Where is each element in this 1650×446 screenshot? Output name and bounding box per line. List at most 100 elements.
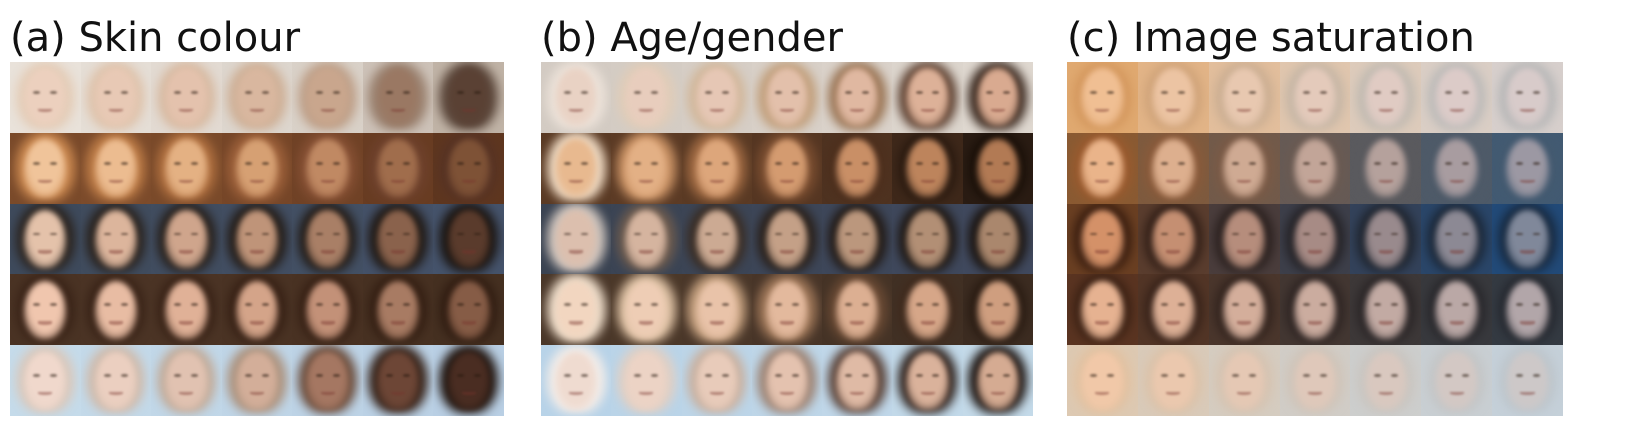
face-mouth bbox=[709, 108, 724, 113]
face-eye bbox=[862, 91, 870, 94]
face-mouth bbox=[850, 321, 865, 325]
face-thumbnail bbox=[1208, 274, 1280, 346]
face-thumbnail bbox=[1350, 132, 1422, 204]
face-eye bbox=[651, 232, 659, 236]
face-eye bbox=[315, 303, 323, 307]
face-mouth bbox=[179, 250, 194, 254]
face-mouth bbox=[249, 108, 265, 113]
face-thumbnail bbox=[292, 345, 363, 416]
face-thumbnail bbox=[10, 132, 81, 204]
face-skin bbox=[976, 68, 1019, 127]
face-eye bbox=[1002, 303, 1010, 307]
face-skin bbox=[94, 351, 138, 410]
face-mouth bbox=[461, 250, 476, 254]
face-thumbnail bbox=[611, 62, 682, 133]
face-mouth bbox=[990, 250, 1005, 254]
face-eye bbox=[103, 303, 111, 307]
face-thumbnail bbox=[611, 203, 682, 275]
face-mouth bbox=[1237, 250, 1252, 254]
face-mouth bbox=[850, 250, 865, 254]
face-thumbnail bbox=[1279, 345, 1351, 416]
face-skin bbox=[306, 68, 349, 127]
face-mouth bbox=[108, 391, 123, 396]
face-eye bbox=[456, 232, 464, 236]
face-thumbnail bbox=[681, 203, 752, 275]
face-skin bbox=[976, 280, 1019, 339]
face-grid bbox=[1067, 62, 1563, 416]
face-mouth bbox=[779, 179, 794, 184]
face-skin bbox=[94, 139, 138, 198]
face-thumbnail bbox=[433, 274, 504, 346]
face-mouth bbox=[850, 179, 865, 184]
face-eye bbox=[1373, 91, 1381, 94]
face-eye bbox=[985, 303, 993, 307]
face-mouth bbox=[1378, 179, 1393, 184]
face-thumbnail bbox=[80, 132, 152, 204]
face-thumbnail bbox=[1208, 132, 1280, 204]
face-mouth bbox=[1449, 391, 1464, 396]
face-eye bbox=[1002, 91, 1010, 94]
face-mouth bbox=[108, 250, 123, 254]
face-eye bbox=[1461, 303, 1469, 307]
face-mouth bbox=[779, 321, 794, 325]
face-eye bbox=[103, 91, 111, 94]
face-thumbnail bbox=[892, 274, 963, 346]
face-skin bbox=[1081, 351, 1124, 410]
face-thumbnail bbox=[541, 132, 612, 204]
face-thumbnail bbox=[80, 274, 152, 346]
face-thumbnail bbox=[80, 62, 152, 133]
face-grid bbox=[541, 62, 1033, 416]
face-mouth bbox=[1166, 250, 1181, 254]
face-eye bbox=[174, 232, 182, 236]
face-eye bbox=[1249, 374, 1257, 378]
face-mouth bbox=[461, 391, 476, 396]
face-mouth bbox=[249, 321, 265, 325]
face-eye bbox=[261, 161, 269, 165]
face-mouth bbox=[1166, 391, 1181, 396]
face-thumbnail bbox=[1492, 203, 1563, 275]
face-eye bbox=[1178, 232, 1186, 236]
face-skin bbox=[836, 209, 879, 268]
face-mouth bbox=[1095, 321, 1110, 325]
face-skin bbox=[1081, 280, 1124, 339]
face-eye bbox=[1302, 161, 1311, 165]
face-eye bbox=[1090, 161, 1098, 165]
face-thumbnail bbox=[541, 345, 612, 416]
face-mouth bbox=[320, 321, 335, 325]
face-mouth bbox=[108, 321, 123, 325]
face-mouth bbox=[920, 108, 935, 113]
face-mouth bbox=[179, 391, 194, 396]
face-eye bbox=[985, 91, 993, 94]
face-skin bbox=[1081, 209, 1124, 268]
face-eye bbox=[456, 303, 464, 307]
face-eye bbox=[1390, 161, 1398, 165]
face-mouth bbox=[779, 250, 794, 254]
face-skin bbox=[1435, 139, 1478, 198]
face-mouth bbox=[1520, 108, 1535, 113]
face-thumbnail bbox=[751, 274, 823, 346]
face-thumbnail bbox=[681, 274, 752, 346]
face-thumbnail bbox=[681, 62, 752, 133]
face-eye bbox=[1249, 232, 1257, 236]
face-mouth bbox=[1307, 391, 1323, 396]
face-thumbnail bbox=[541, 274, 612, 346]
face-thumbnail bbox=[1067, 132, 1138, 204]
face-skin bbox=[1364, 139, 1408, 198]
face-thumbnail bbox=[1137, 132, 1209, 204]
face-mouth bbox=[108, 108, 123, 113]
face-eye bbox=[174, 374, 182, 378]
face-skin bbox=[906, 209, 949, 268]
face-skin bbox=[1435, 280, 1478, 339]
face-skin bbox=[1293, 68, 1337, 127]
face-thumbnail bbox=[362, 203, 434, 275]
face-mouth bbox=[1166, 179, 1181, 184]
face-thumbnail bbox=[962, 132, 1033, 204]
face-skin bbox=[1222, 209, 1266, 268]
face-eye bbox=[120, 91, 128, 94]
face-eye bbox=[651, 303, 659, 307]
face-thumbnail bbox=[433, 203, 504, 275]
face-mouth bbox=[1449, 108, 1464, 113]
face-eye bbox=[721, 161, 729, 165]
face-mouth bbox=[391, 321, 406, 325]
face-thumbnail bbox=[611, 132, 682, 204]
